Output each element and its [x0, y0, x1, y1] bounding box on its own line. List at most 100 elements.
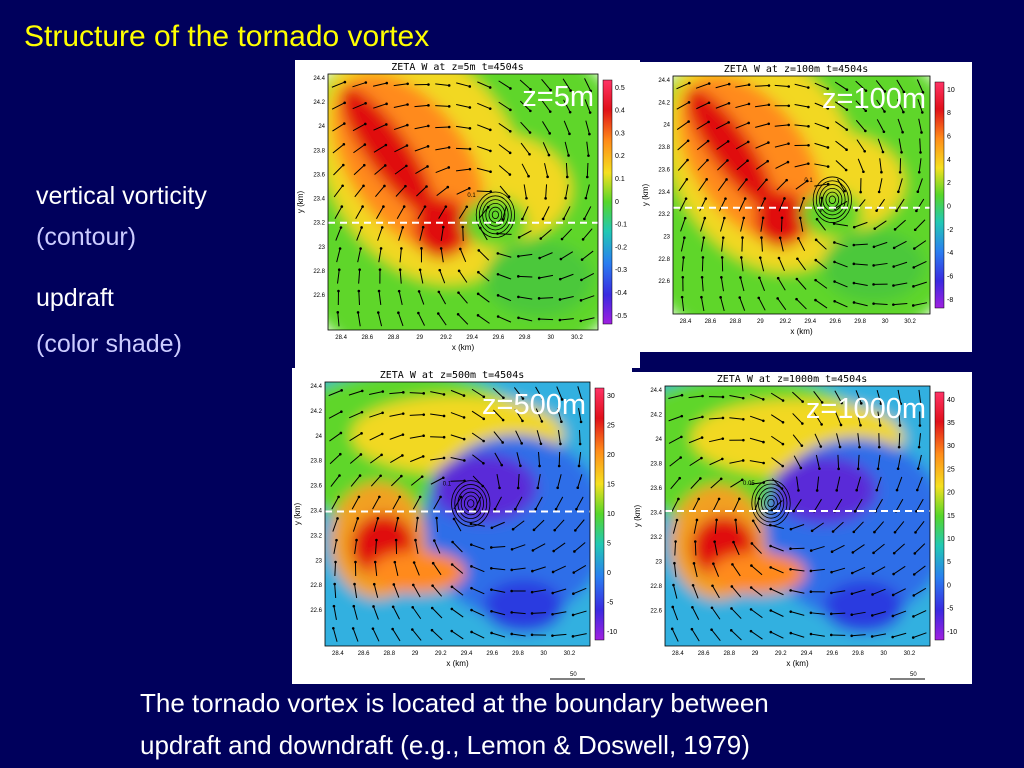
arrow-head — [807, 162, 810, 165]
wind-arrow — [582, 228, 593, 240]
arrow-head — [845, 108, 849, 111]
arrow-head — [795, 277, 799, 281]
wind-arrow — [393, 104, 408, 108]
wind-arrow — [739, 277, 745, 292]
wind-arrow — [374, 561, 378, 577]
arrow-head — [893, 530, 897, 534]
arrow-head — [855, 488, 859, 492]
arrow-head — [335, 538, 338, 542]
wind-arrow — [856, 139, 866, 152]
colorbar-label: 8 — [947, 110, 951, 117]
wind-arrow — [668, 436, 682, 444]
arrow-head — [510, 568, 514, 572]
wind-arrow — [832, 521, 844, 532]
arrow-head — [579, 420, 583, 424]
wind-arrow — [815, 239, 827, 250]
arrow-head — [529, 88, 532, 91]
arrow-head — [740, 256, 743, 259]
wind-arrow — [857, 158, 864, 172]
arrow-head — [362, 184, 365, 188]
arrow-head — [450, 563, 454, 566]
y-tick-label: 22.6 — [650, 609, 662, 615]
wind-arrow — [477, 314, 490, 324]
arrow-head — [725, 178, 728, 181]
wind-arrow — [491, 521, 505, 529]
wind-arrow — [814, 122, 829, 129]
arrow-head — [902, 110, 905, 114]
x-tick-label: 30.2 — [564, 651, 576, 657]
wind-arrow — [754, 85, 769, 87]
arrow-head — [501, 441, 504, 444]
x-tick-label: 29.8 — [519, 335, 531, 341]
wind-arrow — [691, 628, 700, 642]
panel: 0.1 ZETA W at z=100m t=4504s z=100m 28.4 28.… — [640, 62, 972, 352]
arrow-head — [880, 170, 883, 174]
wind-arrow — [688, 416, 703, 421]
wind-arrow — [395, 185, 406, 197]
arrow-head — [921, 111, 924, 114]
y-tick-label: 23.6 — [650, 486, 662, 492]
wind-arrow — [796, 278, 807, 290]
arrow-head — [383, 184, 386, 188]
arrow-head — [431, 561, 435, 565]
arrow-head — [872, 283, 875, 286]
wind-arrow — [834, 390, 843, 404]
arrow-head — [776, 297, 779, 300]
arrow-head — [564, 196, 567, 200]
wind-arrow — [539, 274, 554, 279]
wind-arrow — [438, 206, 447, 219]
x-tick-label: 29.8 — [512, 651, 524, 657]
arrow-head — [743, 197, 747, 200]
wind-arrow — [494, 452, 503, 466]
wind-arrow — [854, 498, 863, 512]
wind-arrow — [751, 565, 763, 576]
wind-arrow — [700, 237, 705, 252]
wind-arrow — [696, 121, 709, 130]
wind-arrow — [377, 312, 383, 327]
bullet: vertical vorticity — [36, 182, 207, 210]
wind-arrow — [535, 496, 543, 510]
arrow-head — [801, 400, 804, 403]
arrow-head — [705, 178, 708, 181]
colorbar-label: 20 — [947, 490, 955, 497]
wind-arrow — [732, 498, 740, 512]
arrow-head — [727, 82, 731, 86]
wind-arrow — [514, 496, 523, 510]
colorbar-label: -2 — [947, 227, 953, 234]
vector-scale: 50 — [910, 672, 917, 678]
arrow-head — [799, 466, 803, 470]
wind-arrow — [835, 411, 842, 426]
wind-arrow — [328, 411, 342, 419]
plot-frame — [324, 381, 591, 647]
shade-region — [339, 86, 435, 215]
arrow-head — [852, 301, 856, 304]
wind-arrow — [896, 99, 904, 113]
arrow-head — [501, 218, 504, 221]
wind-arrow — [552, 565, 566, 573]
wind-arrow — [695, 83, 710, 89]
arrow-head — [353, 582, 356, 586]
wind-arrow — [511, 567, 526, 571]
colorbar-label: -0.5 — [615, 313, 627, 320]
arrow-head — [805, 179, 809, 183]
wind-arrow — [834, 81, 848, 91]
arrow-head — [422, 434, 425, 438]
arrow-head — [789, 567, 792, 571]
arrow-head — [819, 445, 823, 448]
wind-arrow — [378, 290, 382, 306]
arrow-head — [489, 149, 492, 153]
arrow-head — [447, 125, 451, 129]
arrow-head — [490, 631, 493, 635]
arrow-head — [402, 205, 406, 208]
arrow-head — [490, 526, 494, 530]
arrow-head — [795, 297, 798, 301]
wind-arrow — [352, 628, 359, 642]
arrow-head — [883, 110, 886, 113]
arrow-head — [412, 561, 416, 564]
arrow-head — [397, 311, 400, 315]
arrow-head — [740, 478, 744, 482]
x-tick-label: 30.2 — [904, 651, 916, 657]
wind-arrow — [564, 141, 570, 156]
wind-arrow — [876, 476, 882, 491]
arrow-head — [814, 298, 817, 302]
